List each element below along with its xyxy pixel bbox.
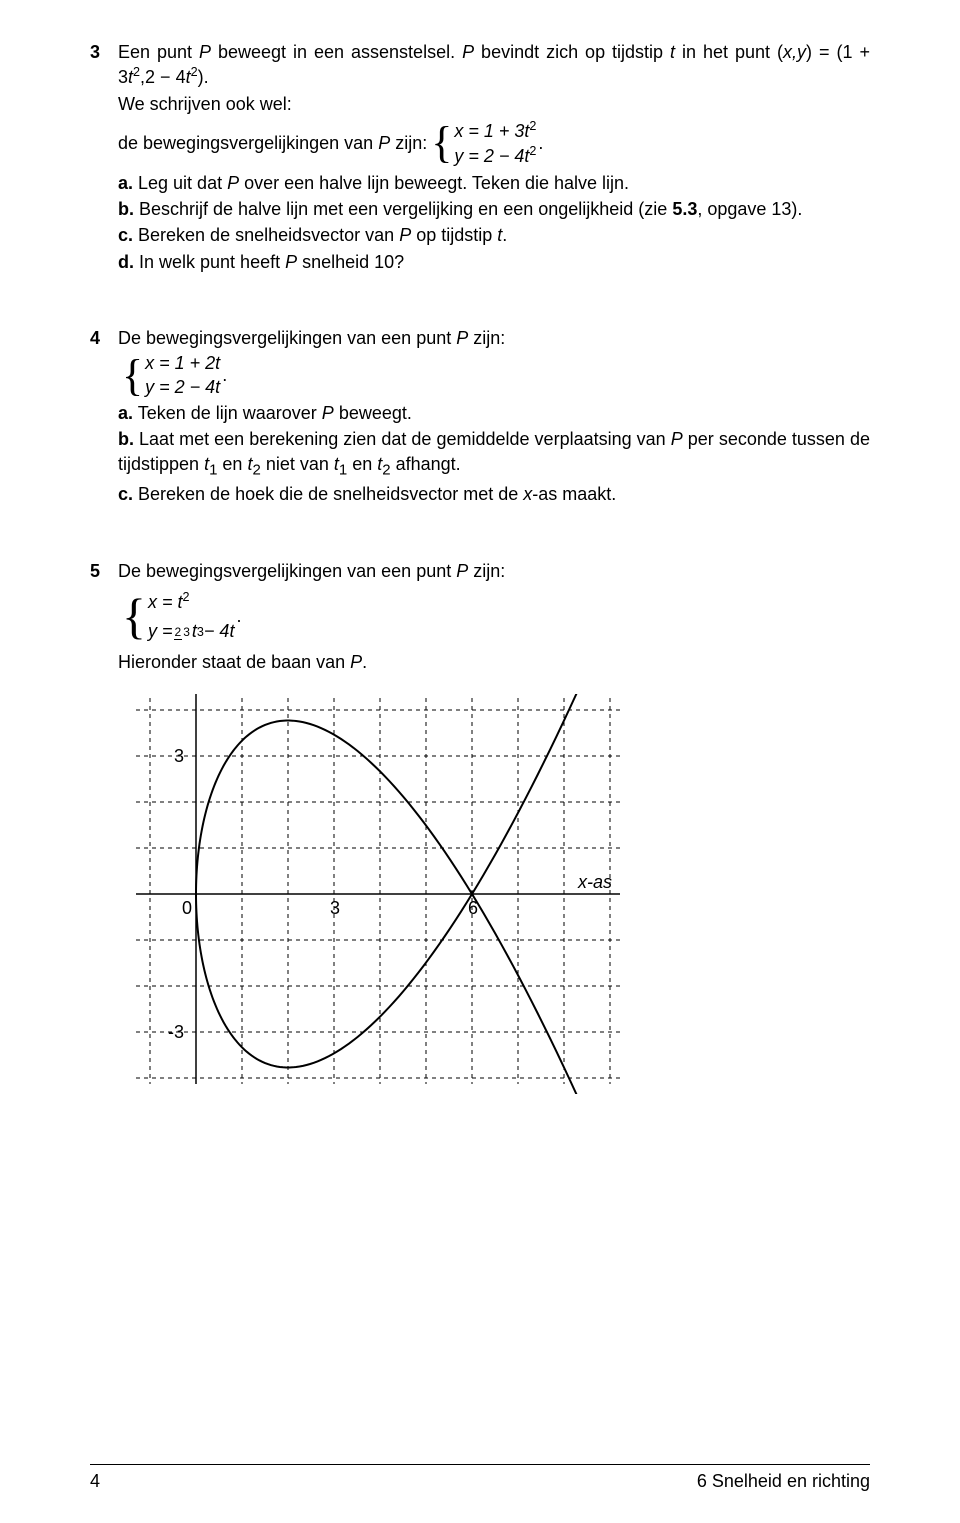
ex4-intro: De bewegingsvergelijkingen van een punt … bbox=[118, 326, 870, 350]
ex3-a: a. Leg uit dat P over een halve lijn bew… bbox=[118, 171, 870, 195]
ex3-line2: We schrijven ook wel: bbox=[118, 92, 870, 116]
ex3-number: 3 bbox=[90, 40, 118, 276]
ex3-line3: de bewegingsvergelijkingen van P zijn: {… bbox=[118, 118, 870, 169]
ex3-d: d. In welk punt heeft P snelheid 10? bbox=[118, 250, 870, 274]
page-footer: 4 6 Snelheid en richting bbox=[90, 1464, 870, 1493]
ex3-b: b. Beschrijf de halve lijn met een verge… bbox=[118, 197, 870, 221]
ex4-a: a. Teken de lijn waarover P beweegt. bbox=[118, 401, 870, 425]
footer-section: 6 Snelheid en richting bbox=[697, 1469, 870, 1493]
ex5-system: { x = t2 y = 23 t3 − 4t . bbox=[118, 589, 870, 644]
footer-page-number: 4 bbox=[90, 1469, 100, 1493]
ex3-body: Een punt P beweegt in een assenstelsel. … bbox=[118, 40, 870, 276]
ex4-system: { x = 1 + 2t y = 2 − 4t . bbox=[118, 352, 870, 399]
ex5-chart: Ty-asx-as0363-3 bbox=[126, 694, 870, 1100]
ex3-intro: Een punt P beweegt in een assenstelsel. … bbox=[118, 40, 870, 90]
ex4-b: b. Laat met een berekening zien dat de g… bbox=[118, 427, 870, 480]
trajectory-chart: Ty-asx-as0363-3 bbox=[126, 694, 626, 1094]
ex5-intro: De bewegingsvergelijkingen van een punt … bbox=[118, 559, 870, 583]
ex5-body: De bewegingsvergelijkingen van een punt … bbox=[118, 559, 870, 1101]
ex3-c: c. Bereken de snelheidsvector van P op t… bbox=[118, 223, 870, 247]
svg-text:3: 3 bbox=[330, 898, 340, 918]
svg-text:6: 6 bbox=[468, 898, 478, 918]
svg-text:0: 0 bbox=[182, 898, 192, 918]
svg-text:-3: -3 bbox=[168, 1022, 184, 1042]
exercise-4: 4 De bewegingsvergelijkingen van een pun… bbox=[90, 326, 870, 509]
ex4-body: De bewegingsvergelijkingen van een punt … bbox=[118, 326, 870, 509]
svg-text:3: 3 bbox=[174, 746, 184, 766]
ex4-number: 4 bbox=[90, 326, 118, 509]
ex4-c: c. Bereken de hoek die de snelheidsvecto… bbox=[118, 482, 870, 506]
ex5-number: 5 bbox=[90, 559, 118, 1101]
exercise-3: 3 Een punt P beweegt in een assenstelsel… bbox=[90, 40, 870, 276]
ex5-below: Hieronder staat de baan van P. bbox=[118, 650, 870, 674]
svg-text:x-as: x-as bbox=[577, 872, 612, 892]
exercise-5: 5 De bewegingsvergelijkingen van een pun… bbox=[90, 559, 870, 1101]
ex3-system: { x = 1 + 3t2 y = 2 − 4t2 bbox=[431, 118, 536, 169]
fraction-2-3: 23 bbox=[174, 626, 191, 638]
